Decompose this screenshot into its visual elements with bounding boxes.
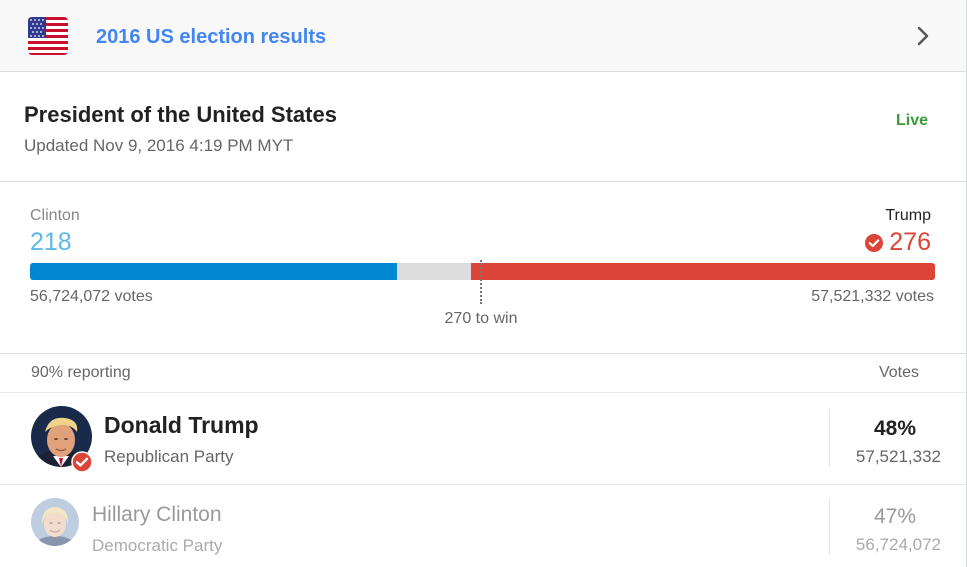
candidate-percent: 48%: [873, 417, 916, 440]
winner-check-icon: [71, 451, 93, 473]
clinton-popular-votes: 56,724,072 votes: [30, 288, 153, 305]
race-title: President of the United States: [24, 102, 337, 127]
candidate-votes: 57,521,332: [855, 447, 941, 466]
clinton-electoral-votes: 218: [30, 228, 72, 256]
column-divider: [829, 499, 830, 555]
clinton-avatar: [31, 498, 79, 546]
candidate-row-trump[interactable]: Donald Trump Republican Party 48% 57,521…: [0, 393, 966, 485]
trump-popular-votes: 57,521,332 votes: [811, 288, 934, 305]
clinton-ev-bar-segment: [30, 263, 397, 280]
results-header[interactable]: 2016 US election results: [0, 0, 966, 72]
trump-ev-bar-segment: [471, 263, 935, 280]
trump-label: Trump: [885, 207, 931, 224]
live-badge: Live: [895, 112, 928, 129]
trump-electoral-votes-group: 276: [865, 228, 931, 257]
candidate-votes: 56,724,072: [855, 535, 941, 554]
candidate-name: Hillary Clinton: [92, 503, 222, 526]
votes-column-header: Votes: [878, 364, 919, 381]
column-divider: [829, 409, 830, 467]
candidate-row-clinton[interactable]: Hillary Clinton Democratic Party 47% 56,…: [0, 485, 966, 567]
electoral-vote-summary: Clinton 218 Trump 276 56,724,072 votes 5…: [0, 182, 966, 354]
us-flag-icon: [28, 17, 68, 55]
updated-timestamp: Updated Nov 9, 2016 4:19 PM MYT: [24, 136, 294, 155]
race-info: President of the United States Updated N…: [0, 72, 966, 182]
candidate-name: Donald Trump: [104, 412, 259, 438]
results-title-link[interactable]: 2016 US election results: [96, 26, 327, 48]
chevron-right-icon[interactable]: [914, 24, 934, 48]
win-threshold-label: 270 to win: [444, 310, 518, 327]
reporting-percent: 90% reporting: [31, 364, 131, 381]
table-header: 90% reporting Votes: [0, 354, 966, 393]
candidate-party: Republican Party: [104, 447, 234, 466]
win-threshold-marker: [480, 260, 482, 304]
electoral-vote-bar: [30, 263, 935, 280]
trump-electoral-votes: 276: [889, 228, 931, 256]
winner-check-icon: [865, 233, 884, 252]
candidate-percent: 47%: [873, 505, 916, 528]
candidate-party: Democratic Party: [92, 536, 223, 555]
clinton-label: Clinton: [30, 207, 80, 224]
